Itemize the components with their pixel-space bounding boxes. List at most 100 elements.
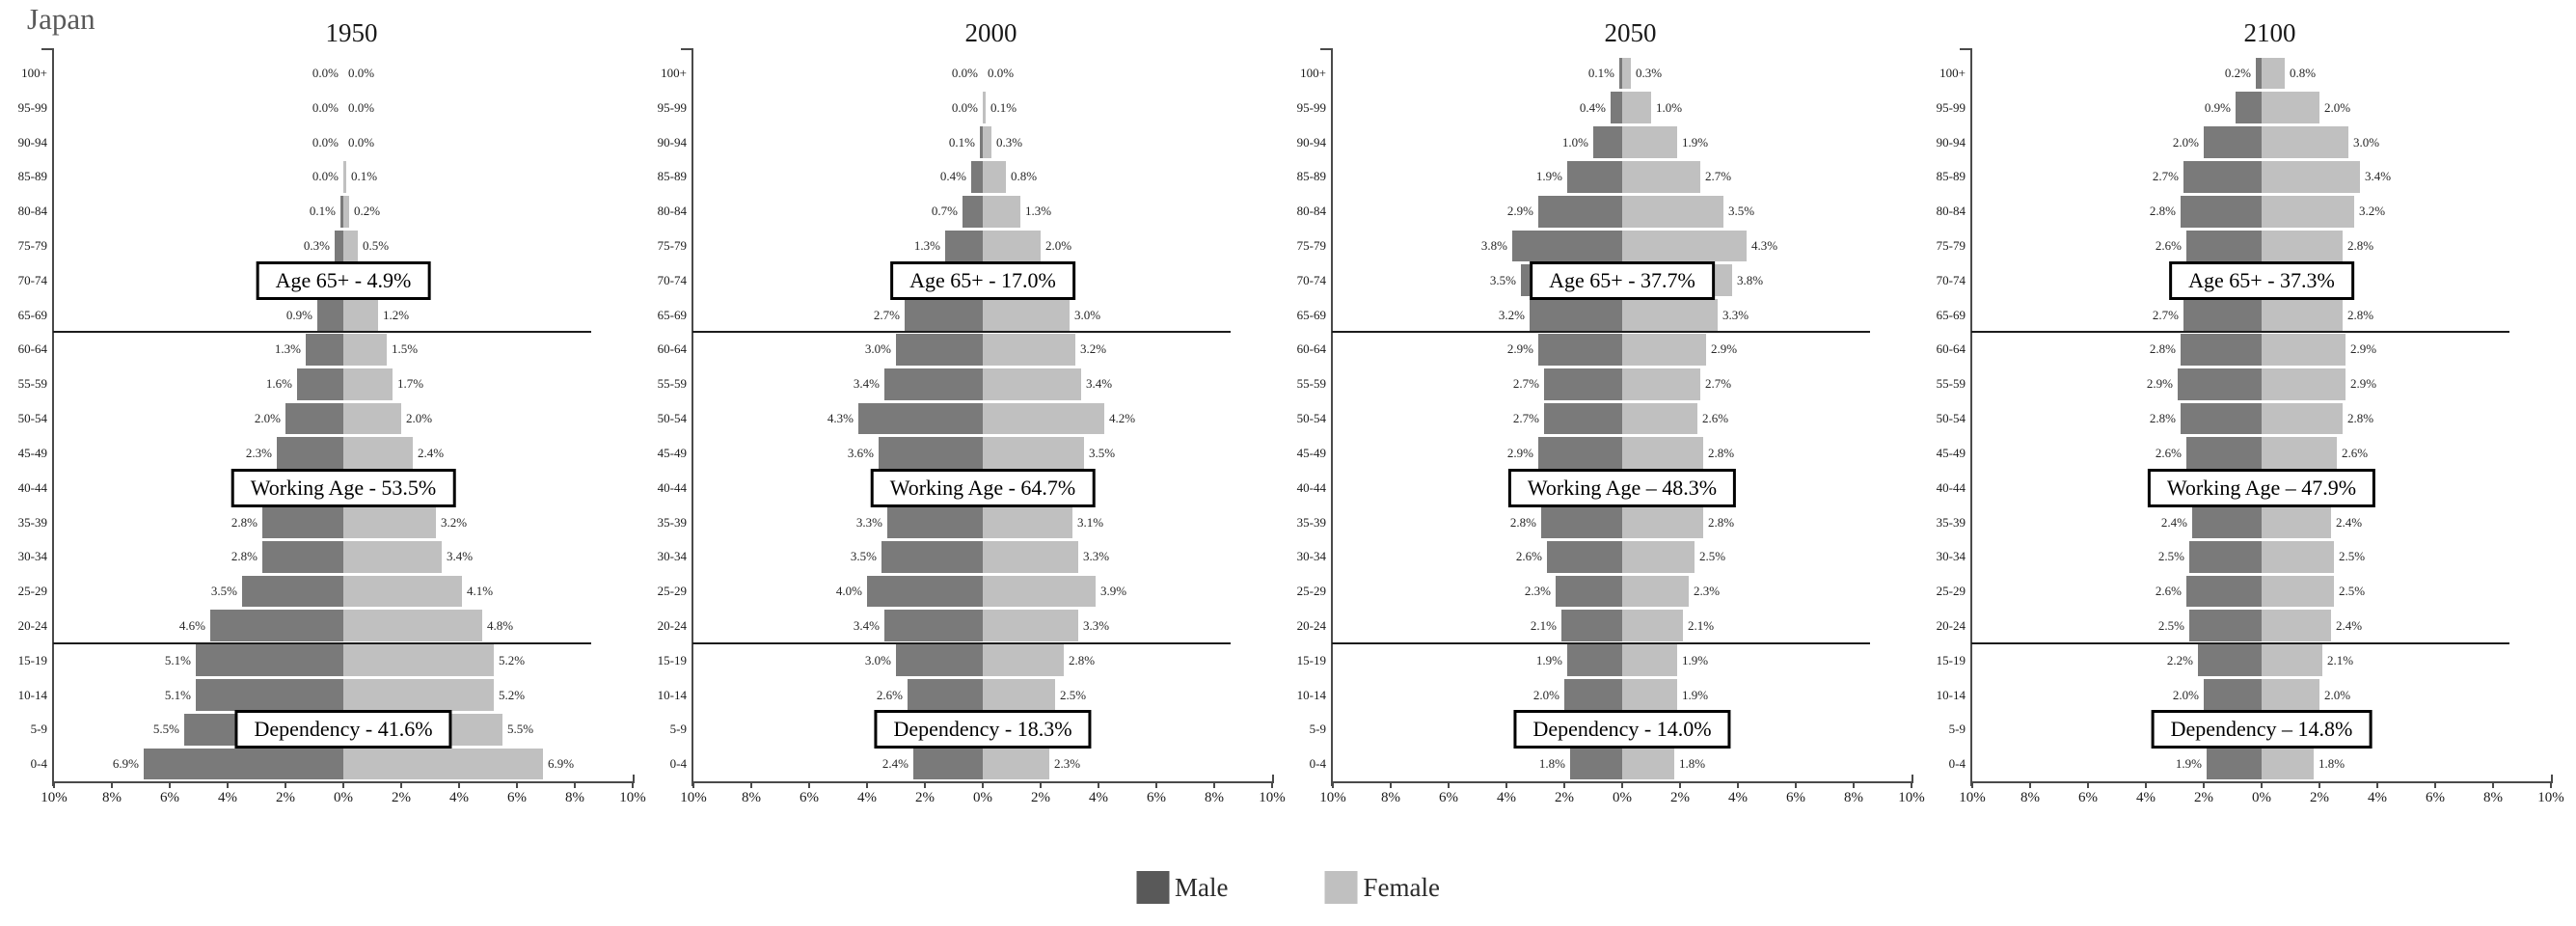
annotation-box: Dependency - 18.3%	[874, 710, 1092, 749]
bar-label-female: 3.9%	[1100, 584, 1127, 599]
bar-male	[971, 160, 983, 193]
x-axis-tick	[2318, 781, 2320, 788]
bar-label-female: 2.8%	[2347, 307, 2374, 322]
x-axis-tick	[1679, 781, 1681, 788]
bar-label-male: 0.0%	[312, 169, 339, 184]
age-axis-label: 85-89	[1936, 169, 1966, 184]
bar-label-female: 3.4%	[447, 549, 474, 564]
bar-label-male: 1.9%	[2175, 756, 2202, 772]
bar-label-female: 1.7%	[397, 376, 424, 392]
bar-label-male: 3.5%	[850, 549, 877, 564]
x-tick-label: 4%	[1497, 790, 1516, 805]
x-tick-label: 0%	[1613, 790, 1632, 805]
bar-female	[1622, 368, 1700, 400]
bar-label-female: 3.0%	[2353, 134, 2380, 150]
bar-female	[2262, 437, 2337, 470]
bar-label-female: 1.8%	[2318, 756, 2346, 772]
annotation-box: Age 65+ - 17.0%	[890, 260, 1075, 300]
bar-label-female: 3.1%	[1077, 514, 1104, 530]
bar-label-male: 2.8%	[1509, 514, 1536, 530]
bar-female	[1622, 57, 1631, 90]
age-axis-label: 85-89	[657, 169, 687, 184]
bar-label-female: 2.0%	[406, 411, 433, 426]
bar-male	[2186, 437, 2262, 470]
x-axis-tick	[2434, 781, 2436, 788]
annotation-box: Working Age - 64.7%	[870, 468, 1096, 507]
bar-label-male: 0.0%	[951, 99, 978, 115]
x-axis-tick	[1505, 781, 1507, 788]
annotation-box: Age 65+ - 37.3%	[2169, 260, 2354, 300]
bar-label-female: 3.4%	[2365, 169, 2392, 184]
bar-female	[2262, 57, 2285, 90]
x-axis-tick	[285, 781, 286, 788]
bar-female	[1622, 230, 1747, 262]
bar-label-female: 6.9%	[548, 756, 575, 772]
bar-label-female: 0.1%	[351, 169, 378, 184]
charts-row: 1950 10% 8% 6% 4% 2% 0% 2% 4% 6% 8% 10% 100+ 0.0% 0.0…	[10, 14, 2567, 805]
bar-label-female: 2.7%	[1705, 169, 1732, 184]
bar-male	[1512, 230, 1622, 262]
age-axis-label: 60-64	[17, 341, 47, 357]
bar-label-male: 3.5%	[210, 584, 237, 599]
bar-male	[2183, 160, 2262, 193]
bar-female	[983, 610, 1078, 642]
bar-female	[1622, 299, 1718, 331]
age-axis-label: 90-94	[17, 134, 47, 150]
x-tick-label: 4%	[449, 790, 469, 805]
age-axis-label: 25-29	[17, 584, 47, 599]
bar-female	[983, 679, 1055, 711]
x-axis-end-cap	[633, 775, 635, 783]
bar-female	[1622, 748, 1674, 780]
age-boundary-line	[1971, 641, 2509, 644]
age-axis-label: 30-34	[1936, 549, 1966, 564]
bar-male	[908, 679, 983, 711]
legend: Male Female	[1136, 871, 1440, 904]
age-axis-label: 10-14	[1936, 687, 1966, 702]
bar-label-male: 3.0%	[864, 652, 891, 667]
plot-area-2000: 10% 8% 6% 4% 2% 0% 2% 4% 6% 8% 10% 100+ 0.0% 0.0% 95-9…	[658, 48, 1286, 805]
bar-label-female: 2.4%	[2336, 617, 2363, 633]
x-axis-tick	[692, 781, 694, 788]
age-axis-label: 75-79	[1296, 238, 1326, 254]
bar-male	[335, 230, 343, 262]
bar-female	[343, 195, 349, 228]
bar-female	[983, 299, 1070, 331]
bar-female	[1622, 437, 1703, 470]
pyramid-chart-2050: 2050 10% 8% 6% 4% 2% 0% 2% 4% 6% 8% 10% 100+ 0.1% 0.3…	[1288, 14, 1928, 805]
bar-label-female: 2.6%	[1702, 411, 1729, 426]
bar-label-female: 3.3%	[1083, 549, 1110, 564]
x-tick-label: 2%	[1555, 790, 1574, 805]
bar-label-female: 2.1%	[1688, 617, 1715, 633]
bar-female	[343, 437, 413, 470]
bar-label-male: 2.2%	[2166, 652, 2193, 667]
bar-female	[2262, 748, 2314, 780]
bar-male	[196, 644, 343, 677]
x-tick-label: 6%	[800, 790, 819, 805]
age-axis-label: 100+	[1300, 66, 1326, 80]
x-tick-label: 4%	[2368, 790, 2387, 805]
age-axis-label: 35-39	[17, 514, 47, 530]
age-axis-label: 100+	[661, 66, 687, 80]
bar-label-male: 2.6%	[1515, 549, 1542, 564]
bar-label-female: 1.9%	[1682, 134, 1709, 150]
bar-label-female: 0.0%	[348, 134, 375, 150]
bar-female	[2262, 506, 2331, 538]
x-tick-label: 10%	[1898, 790, 1925, 805]
bar-male	[1561, 610, 1622, 642]
x-tick-label: 8%	[565, 790, 584, 805]
age-axis-label: 90-94	[1296, 134, 1326, 150]
age-axis-label: 60-64	[1936, 341, 1966, 357]
bar-female	[2262, 126, 2348, 158]
x-tick-label: 6%	[2426, 790, 2445, 805]
bar-label-male: 2.0%	[2172, 687, 2199, 702]
bar-label-male: 1.0%	[1561, 134, 1588, 150]
bar-male	[884, 610, 983, 642]
y-axis-line	[1331, 48, 1333, 786]
bar-label-male: 0.1%	[948, 134, 975, 150]
age-axis-label: 55-59	[1296, 376, 1326, 392]
legend-male-label: Male	[1175, 872, 1229, 902]
age-axis-label: 10-14	[1296, 687, 1326, 702]
bar-female	[2262, 195, 2354, 228]
bar-label-female: 1.3%	[1025, 204, 1052, 219]
x-axis-tick	[1040, 781, 1042, 788]
